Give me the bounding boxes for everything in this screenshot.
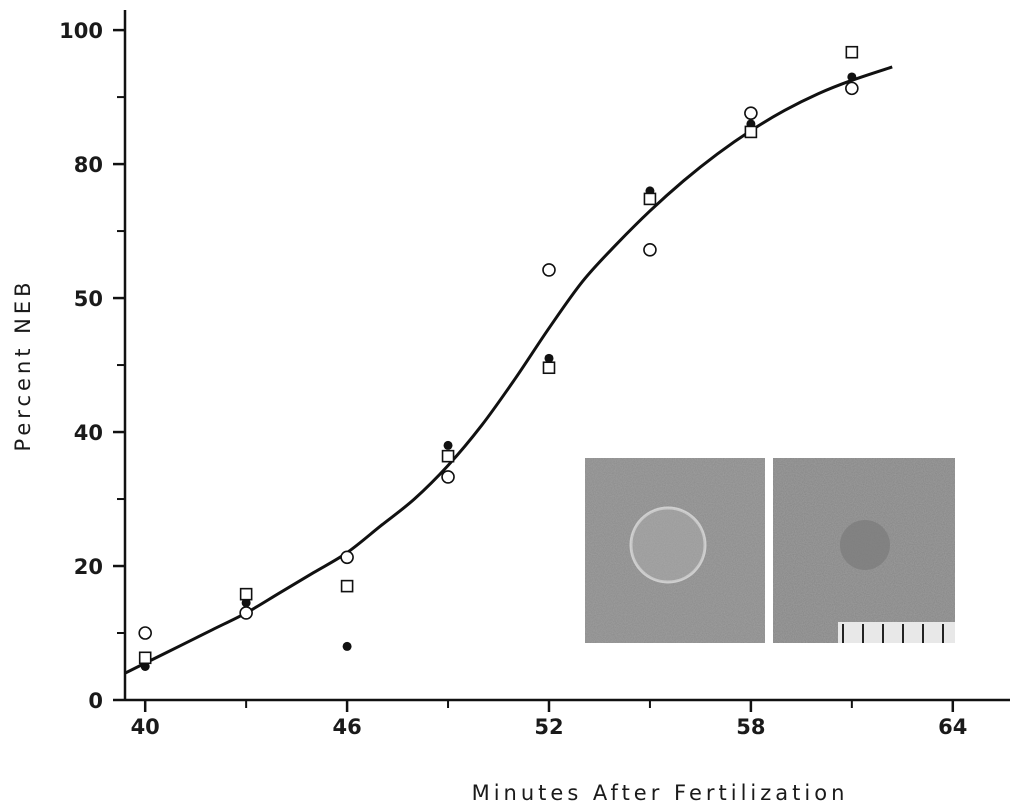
open-circle-point: [643, 243, 657, 257]
open-square-point: [542, 361, 556, 375]
open-circle-point: [441, 470, 455, 484]
x-tick-label: 58: [736, 715, 765, 739]
filled-circle-point: [544, 353, 554, 363]
y-axis-title: Percent NEB: [11, 278, 35, 451]
y-tick-label: 20: [74, 555, 103, 579]
open-circle-point: [744, 106, 758, 120]
nucleus-grain: [631, 508, 705, 582]
x-tick-label: 52: [534, 715, 563, 739]
scale-bar: [838, 622, 955, 643]
y-tick-label: 80: [74, 153, 103, 177]
open-square-point: [138, 651, 152, 665]
y-tick-label: 0: [88, 689, 103, 713]
filled-circle-point: [241, 598, 251, 608]
open-circle-point: [542, 263, 556, 277]
open-square-point: [744, 125, 758, 139]
open-square-point: [441, 449, 455, 463]
y-tick-label: 100: [59, 19, 103, 43]
faded-nucleus: [840, 520, 890, 570]
scale-ticks: [842, 624, 944, 643]
open-square-point: [239, 587, 253, 601]
x-axis-title: Minutes After Fertilization: [472, 781, 849, 805]
y-tick-label: 40: [74, 421, 103, 445]
filled-circle-point: [140, 662, 150, 672]
filled-circle-point: [443, 440, 453, 450]
open-square-point: [340, 579, 354, 593]
open-square-point: [643, 192, 657, 206]
x-tick-label: 40: [131, 715, 160, 739]
open-circle-point: [845, 81, 859, 96]
open-square-point: [845, 45, 859, 59]
filled-circle-point: [847, 72, 857, 82]
open-circle-point: [239, 606, 253, 620]
x-tick-label: 64: [938, 715, 967, 739]
y-tick-label: 50: [74, 287, 103, 311]
open-circle-point: [340, 550, 354, 565]
inset-photos: [585, 458, 955, 643]
x-tick-label: 46: [332, 715, 361, 739]
filled-circle-point: [342, 641, 352, 651]
open-circle-point: [138, 626, 152, 640]
